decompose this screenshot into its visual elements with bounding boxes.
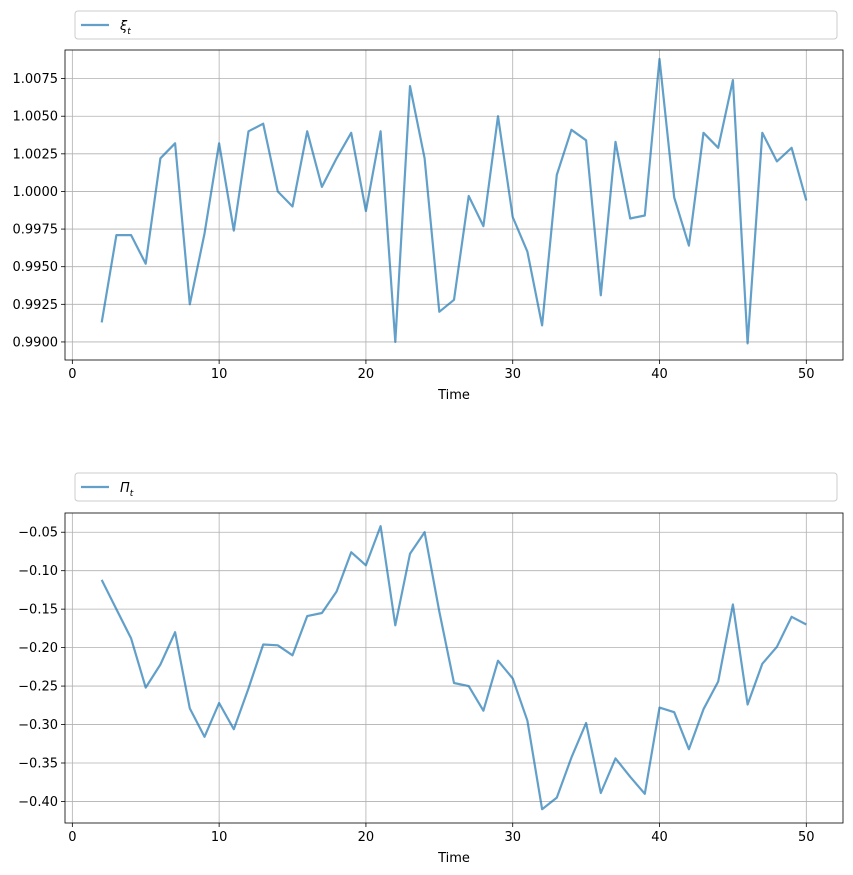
y-tick-label: −0.20	[18, 641, 58, 656]
legend: Πt	[74, 472, 838, 502]
x-tick-label: 20	[358, 830, 375, 845]
series-line	[100, 57, 808, 345]
y-tick-label: 0.9975	[13, 223, 59, 238]
legend-label: ξt	[119, 19, 131, 37]
x-tick-label: 0	[68, 367, 76, 382]
plot-frame	[64, 49, 844, 361]
y-tick-label: 1.0000	[13, 185, 59, 200]
y-tick-label: 1.0075	[13, 72, 59, 87]
y-tick-label: −0.35	[18, 757, 58, 772]
x-tick-label: 0	[68, 830, 76, 845]
legend-box	[74, 10, 838, 40]
legend: ξt	[74, 10, 838, 40]
legend-label: Πt	[120, 481, 134, 499]
x-tick-label: 30	[504, 367, 521, 382]
x-tick-label: 50	[798, 830, 815, 845]
plot-frame	[64, 512, 844, 824]
y-tick-label: −0.30	[18, 718, 58, 733]
chart-1: 0 10 20 30 40 50 0.9900 0.9925 0.9950 0.9975 1.000…	[13, 10, 844, 403]
y-tick-label: −0.40	[18, 795, 58, 810]
y-tick-label: 0.9900	[13, 335, 59, 350]
y-tick-label: 1.0050	[13, 110, 59, 125]
x-tick-label: 20	[358, 367, 375, 382]
y-tick-label: 0.9950	[13, 260, 59, 275]
x-tick-label: 50	[798, 367, 815, 382]
legend-box	[74, 472, 838, 502]
chart-2: 0 10 20 30 40 50 −0.40 −0.35 −0.30 −0.25 −0.20 −0.1…	[18, 472, 844, 866]
y-tick-label: −0.15	[18, 603, 58, 618]
x-axis-label: Time	[437, 851, 470, 866]
y-tick-label: −0.25	[18, 680, 58, 695]
x-tick-label: 30	[504, 830, 521, 845]
y-tick-label: 1.0025	[13, 147, 59, 162]
y-tick-label: 0.9925	[13, 298, 59, 313]
x-axis-label: Time	[437, 388, 470, 403]
x-tick-label: 40	[651, 830, 668, 845]
y-tick-label: −0.10	[18, 564, 58, 579]
x-tick-label: 10	[211, 830, 228, 845]
y-tick-label: −0.05	[18, 526, 58, 541]
x-tick-label: 40	[651, 367, 668, 382]
x-tick-label: 10	[211, 367, 228, 382]
series-line	[100, 524, 807, 811]
